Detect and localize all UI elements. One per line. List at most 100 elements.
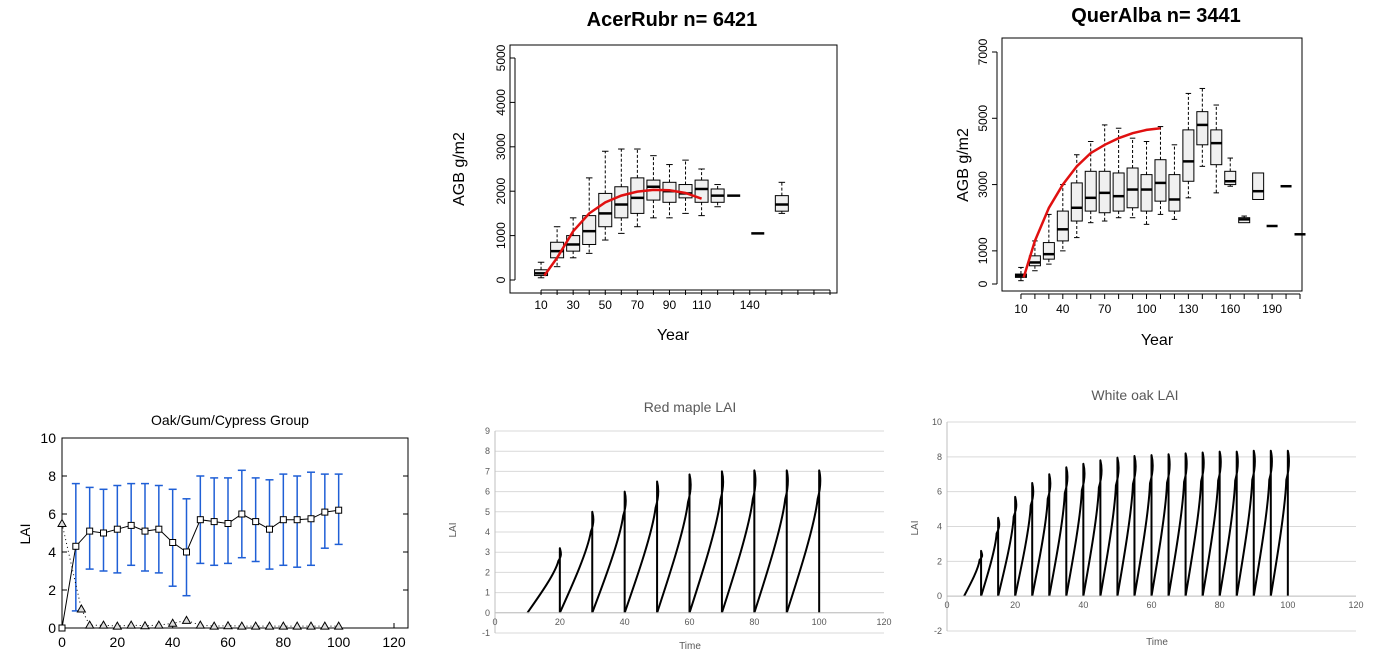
box xyxy=(1126,167,1139,209)
y-tick-label: 1000 xyxy=(976,237,990,264)
triangle-point xyxy=(112,621,123,630)
x-tick-label: 160 xyxy=(1220,302,1240,316)
box xyxy=(1252,172,1265,200)
triangle-point xyxy=(140,620,150,630)
square-point xyxy=(252,518,260,526)
y-axis-label: LAI xyxy=(448,522,459,537)
y-axis-label: LAI xyxy=(17,523,33,544)
x-axis-label: Time xyxy=(679,641,701,652)
lai-cycle xyxy=(526,547,562,614)
x-tick-label: 80 xyxy=(749,617,759,627)
square-point xyxy=(155,525,163,533)
acer-rubr-boxplot: AcerRubr n= 6421 0 1000 2000 3000 4000 5000 10… xyxy=(451,9,838,344)
lai-cycle xyxy=(1014,481,1035,597)
triangle-point xyxy=(223,620,233,630)
y-tick-label: 2000 xyxy=(494,178,508,205)
y-tick-label: 0 xyxy=(976,280,990,287)
x-tick-label: 100 xyxy=(327,634,351,650)
lai-cycle xyxy=(623,480,660,614)
chart-title: AcerRubr n= 6421 xyxy=(587,9,758,31)
triangle-point xyxy=(292,621,303,630)
lai-cycle xyxy=(1099,456,1120,597)
y-tick-label: 0 xyxy=(937,591,942,601)
x-tick-label: 80 xyxy=(276,634,292,650)
triangle-point xyxy=(250,621,261,630)
lai-cycle xyxy=(1235,449,1256,597)
lai-cycle xyxy=(1218,450,1239,597)
square-point xyxy=(210,518,218,526)
y-tick-label: 2 xyxy=(48,582,56,598)
x-tick-label: 90 xyxy=(663,298,677,312)
box xyxy=(1070,182,1083,222)
x-tick-label: 70 xyxy=(631,298,645,312)
box xyxy=(1140,174,1153,212)
lai-cycle xyxy=(688,470,725,614)
box xyxy=(1210,129,1223,166)
x-tick-label: 20 xyxy=(110,634,126,650)
y-tick-label: 9 xyxy=(485,426,490,436)
lai-cycle xyxy=(1065,462,1086,597)
y-tick-label: 3000 xyxy=(976,171,990,198)
lai-cycle xyxy=(1031,473,1052,597)
lai-cycle xyxy=(1048,466,1069,597)
y-tick-label: 6 xyxy=(485,487,490,497)
y-tick-label: 2 xyxy=(485,567,490,577)
box xyxy=(1042,242,1055,260)
lai-cycle xyxy=(1201,450,1222,597)
square-point xyxy=(127,521,135,529)
y-tick-label: 4000 xyxy=(494,89,508,116)
lai-cycle xyxy=(1252,449,1273,597)
y-tick-label: -2 xyxy=(934,626,942,636)
y-tick-label: 10 xyxy=(932,417,942,427)
x-tick-label: 100 xyxy=(1137,302,1157,316)
lai-cycle xyxy=(558,510,595,614)
x-tick-label: 20 xyxy=(1010,600,1020,610)
y-tick-label: 4 xyxy=(937,522,942,532)
x-tick-label: 0 xyxy=(58,634,66,650)
square-point xyxy=(86,527,94,535)
x-tick-label: 40 xyxy=(1078,600,1088,610)
square-point xyxy=(307,515,315,523)
box xyxy=(1224,170,1237,186)
quer-alba-boxplot: QuerAlba n= 3441 0 1000 3000 5000 7000 10 40 70… xyxy=(955,5,1306,349)
box xyxy=(630,177,645,214)
y-tick-label: 3000 xyxy=(494,133,508,160)
y-tick-label: 4 xyxy=(485,527,490,537)
y-axis-label: LAI xyxy=(910,520,921,535)
lai-cycle xyxy=(1133,454,1154,597)
box xyxy=(694,179,709,203)
square-point xyxy=(335,506,343,514)
square-point xyxy=(196,516,204,524)
triangle-point xyxy=(167,618,178,627)
chart-title: Oak/Gum/Cypress Group xyxy=(151,412,309,428)
lai-cycle xyxy=(1150,453,1171,597)
lai-cycle xyxy=(753,469,789,614)
series-line-triangles xyxy=(61,523,339,627)
x-tick-label: 10 xyxy=(1014,302,1028,316)
x-tick-label: 100 xyxy=(1280,600,1295,610)
box xyxy=(1056,210,1069,242)
fit-curve xyxy=(1022,126,1161,278)
box xyxy=(1182,129,1195,182)
box xyxy=(1112,172,1125,212)
y-tick-label: 1000 xyxy=(494,222,508,249)
x-tick-label: 40 xyxy=(1056,302,1070,316)
triangle-point xyxy=(236,621,247,630)
lai-cycle xyxy=(1082,459,1103,597)
x-tick-label: 80 xyxy=(1215,600,1225,610)
triangle-point xyxy=(84,620,95,629)
lai-cycle xyxy=(1269,449,1290,597)
square-point xyxy=(183,548,190,556)
lai-cycle xyxy=(656,473,692,614)
plot-frame xyxy=(61,437,409,629)
x-tick-label: 40 xyxy=(165,634,181,650)
lai-cycle xyxy=(1116,454,1137,597)
x-tick-label: 60 xyxy=(684,617,694,627)
triangle-point xyxy=(209,621,220,630)
square-point xyxy=(279,516,287,524)
square-point xyxy=(293,516,301,524)
x-tick-label: 100 xyxy=(812,617,827,627)
fit-curve xyxy=(543,188,703,277)
